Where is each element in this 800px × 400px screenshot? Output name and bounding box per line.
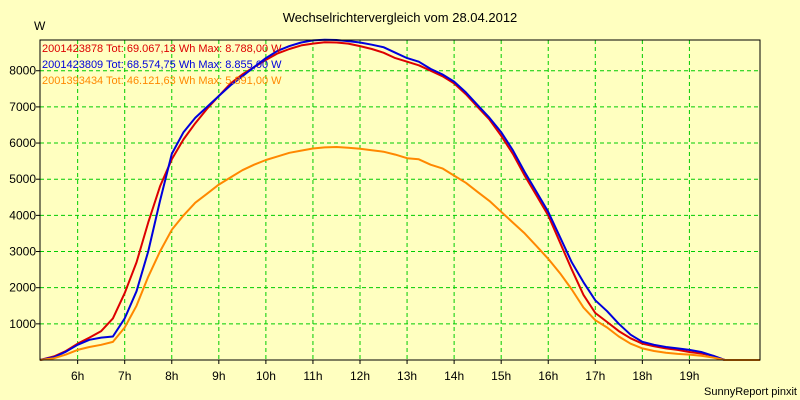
series-line-2001393434: [39, 146, 760, 361]
y-tick-label: 3000: [9, 245, 36, 259]
x-tick-label: 19h: [679, 369, 699, 383]
x-tick-label: 8h: [165, 369, 178, 383]
footer-credit: SunnyReport pinxit: [704, 386, 797, 398]
y-tick-label: 2000: [9, 281, 36, 295]
x-tick-label: 11h: [303, 369, 322, 383]
y-axis-unit-label: W: [34, 19, 46, 33]
y-ticks-layer: 1000 2000 3000 4000 5000 6000 7000 8000: [9, 64, 40, 331]
chart-title: Wechselrichtervergleich vom 28.04.2012: [283, 10, 518, 25]
x-ticks-layer: 6h 7h 8h 9h 10h 11h 12h 13h 14h 15h 16h 17h 18h 19h: [71, 360, 699, 383]
series-layer: [39, 38, 760, 361]
series-line-2001423809: [39, 38, 760, 361]
x-tick-label: 10h: [256, 369, 276, 383]
legend-entry-2001393434: 2001393434 Tot: 46.121,63 Wh Max: 5.891,…: [42, 75, 282, 87]
y-tick-label: 5000: [9, 172, 36, 186]
x-tick-label: 16h: [538, 369, 558, 383]
y-tick-label: 1000: [9, 317, 36, 331]
grid-layer: [40, 40, 760, 360]
x-tick-label: 9h: [212, 369, 225, 383]
x-tick-label: 12h: [350, 369, 370, 383]
y-tick-label: 7000: [9, 100, 36, 114]
y-tick-label: 8000: [9, 64, 36, 78]
legend: 2001423878 Tot: 69.067,13 Wh Max: 8.788,…: [42, 43, 282, 87]
plot-frame: [39, 39, 761, 361]
y-tick-label: 6000: [9, 136, 36, 150]
x-tick-label: 14h: [444, 369, 464, 383]
x-tick-label: 6h: [71, 369, 84, 383]
legend-entry-2001423878: 2001423878 Tot: 69.067,13 Wh Max: 8.788,…: [42, 43, 282, 55]
x-tick-label: 13h: [397, 369, 417, 383]
x-tick-label: 18h: [632, 369, 652, 383]
series-line-2001423878: [39, 41, 760, 361]
legend-entry-2001423809: 2001423809 Tot: 68.574,75 Wh Max: 8.855,…: [42, 59, 282, 71]
x-tick-label: 15h: [491, 369, 511, 383]
x-tick-label: 7h: [118, 369, 131, 383]
x-tick-label: 17h: [585, 369, 605, 383]
y-tick-label: 4000: [9, 208, 36, 222]
